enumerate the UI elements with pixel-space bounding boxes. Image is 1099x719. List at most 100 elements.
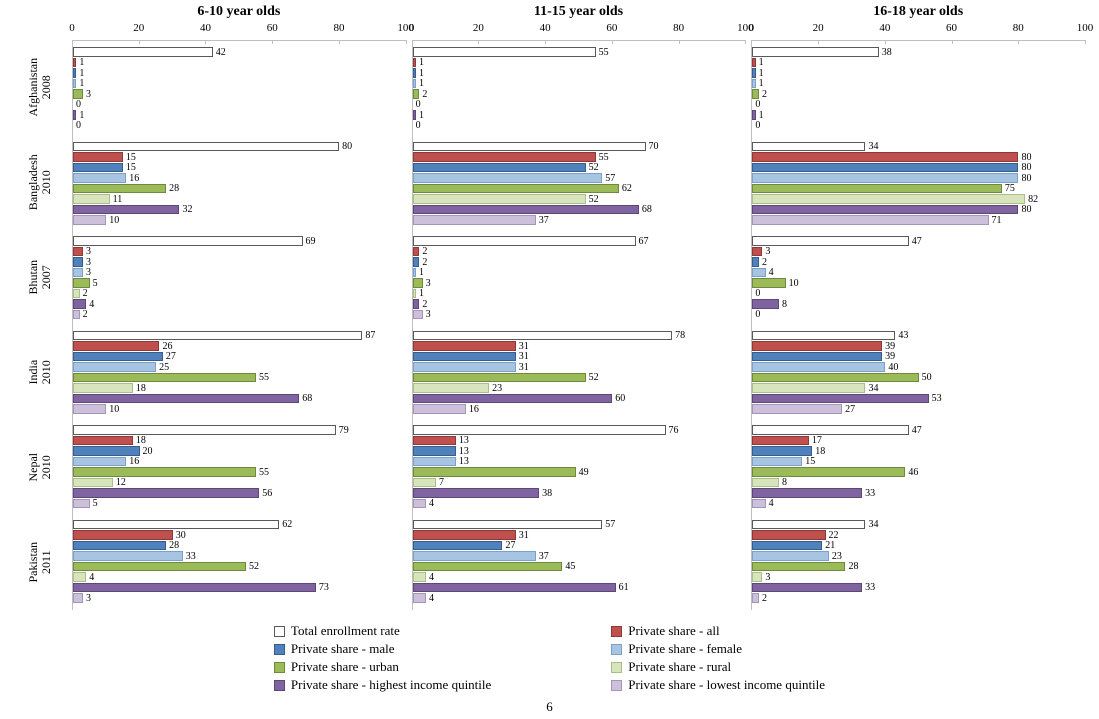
bar-row: 1 xyxy=(73,79,406,89)
bar-hiq xyxy=(752,583,862,593)
bar-row: 1 xyxy=(73,110,406,120)
bar-value-label: 79 xyxy=(339,425,349,436)
bar-male xyxy=(413,541,503,551)
bar-value-label: 80 xyxy=(1021,152,1031,163)
bar-row: 31 xyxy=(413,352,746,362)
country-label: Pakistan2011 xyxy=(8,515,72,610)
bar-total xyxy=(752,47,878,57)
bar-urban xyxy=(413,278,423,288)
bar-urban xyxy=(752,562,845,572)
bar-row: 78 xyxy=(413,331,746,341)
bar-value-label: 2 xyxy=(762,593,767,604)
legend-label: Private share - female xyxy=(628,641,742,657)
bar-row: 87 xyxy=(73,331,406,341)
country-label: Bangladesh2010 xyxy=(8,135,72,230)
bar-row: 62 xyxy=(73,520,406,530)
bar-loq xyxy=(752,215,988,225)
bar-row: 15 xyxy=(73,152,406,162)
bar-value-label: 8 xyxy=(782,299,787,310)
bar-row: 69 xyxy=(73,236,406,246)
bar-female xyxy=(73,173,126,183)
bar-value-label: 4 xyxy=(429,498,434,509)
bar-row: 46 xyxy=(752,467,1085,477)
bar-all xyxy=(752,247,762,257)
bar-row: 1 xyxy=(413,68,746,78)
bar-row: 60 xyxy=(413,394,746,404)
bar-value-label: 70 xyxy=(649,141,659,152)
bar-value-label: 22 xyxy=(829,530,839,541)
bar-total xyxy=(413,331,672,341)
bar-hiq xyxy=(752,394,928,404)
bar-row: 0 xyxy=(73,121,406,131)
bar-value-label: 20 xyxy=(143,446,153,457)
bar-row: 27 xyxy=(73,352,406,362)
bar-groups: 3811120103480808075828071473241008043393… xyxy=(751,41,1085,610)
bar-value-label: 15 xyxy=(805,456,815,467)
bar-value-label: 1 xyxy=(419,57,424,68)
bar-female xyxy=(73,79,76,89)
bar-row: 2 xyxy=(413,257,746,267)
bar-total xyxy=(752,331,895,341)
bar-row: 70 xyxy=(413,142,746,152)
x-axis: 020406080100 xyxy=(751,22,1085,41)
bar-value-label: 37 xyxy=(539,215,549,226)
bar-all xyxy=(73,58,76,68)
bar-urban xyxy=(73,278,90,288)
bar-row: 1 xyxy=(413,110,746,120)
bar-value-label: 16 xyxy=(129,456,139,467)
legend-swatch xyxy=(611,662,622,673)
bar-male xyxy=(752,446,812,456)
country-label-text: Pakistan2011 xyxy=(27,542,53,583)
bar-total xyxy=(73,142,339,152)
bar-rural xyxy=(73,383,133,393)
bar-value-label: 18 xyxy=(815,446,825,457)
bar-row: 1 xyxy=(752,68,1085,78)
x-tick: 40 xyxy=(879,22,890,34)
bar-value-label: 13 xyxy=(459,446,469,457)
bar-value-label: 21 xyxy=(825,540,835,551)
bar-row: 13 xyxy=(413,457,746,467)
bar-row: 52 xyxy=(413,163,746,173)
bar-value-label: 0 xyxy=(755,99,760,110)
bar-total xyxy=(73,331,362,341)
bar-value-label: 1 xyxy=(79,78,84,89)
bar-value-label: 32 xyxy=(182,204,192,215)
bar-row: 23 xyxy=(752,551,1085,561)
bar-value-label: 28 xyxy=(848,561,858,572)
bar-urban xyxy=(413,467,576,477)
bar-row: 31 xyxy=(413,362,746,372)
bar-row: 17 xyxy=(752,436,1085,446)
bar-group: 7055525762526837 xyxy=(413,138,746,233)
bar-value-label: 1 xyxy=(759,68,764,79)
bar-value-label: 31 xyxy=(519,530,529,541)
bar-value-label: 55 xyxy=(259,372,269,383)
bar-row: 61 xyxy=(413,583,746,593)
bar-row: 39 xyxy=(752,352,1085,362)
country-label: Afghanistan2008 xyxy=(8,40,72,135)
bar-value-label: 28 xyxy=(169,540,179,551)
bar-row: 42 xyxy=(73,47,406,57)
bar-urban xyxy=(73,184,166,194)
bar-value-label: 1 xyxy=(419,78,424,89)
bar-urban xyxy=(413,373,586,383)
bar-value-label: 2 xyxy=(422,257,427,268)
legend-label: Private share - all xyxy=(628,623,719,639)
bar-group: 34222123283332 xyxy=(752,516,1085,611)
bar-row: 79 xyxy=(73,425,406,435)
bar-value-label: 71 xyxy=(992,215,1002,226)
bar-male xyxy=(752,68,755,78)
bar-row: 80 xyxy=(752,152,1085,162)
bar-value-label: 1 xyxy=(79,110,84,121)
bar-value-label: 57 xyxy=(605,519,615,530)
bar-value-label: 47 xyxy=(912,236,922,247)
bar-row: 45 xyxy=(413,562,746,572)
bar-female xyxy=(752,173,1018,183)
legend-swatch xyxy=(274,626,285,637)
bar-group: 551112010 xyxy=(413,43,746,138)
bar-rural xyxy=(752,383,865,393)
bar-row: 2 xyxy=(413,247,746,257)
bar-male xyxy=(752,541,822,551)
bar-value-label: 25 xyxy=(159,362,169,373)
bar-value-label: 82 xyxy=(1028,194,1038,205)
country-label-text: Bhutan2007 xyxy=(27,260,53,295)
